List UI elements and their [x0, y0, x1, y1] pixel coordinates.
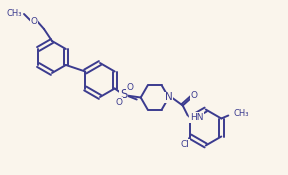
Text: O: O — [126, 83, 133, 92]
Text: CH₃: CH₃ — [233, 109, 249, 118]
Text: CH₃: CH₃ — [7, 9, 22, 18]
Text: O: O — [31, 16, 37, 26]
Text: S: S — [120, 88, 127, 101]
Text: HN: HN — [190, 113, 203, 122]
Text: N: N — [165, 93, 173, 103]
Text: O: O — [190, 91, 197, 100]
Text: O: O — [115, 98, 122, 107]
Text: Cl: Cl — [181, 140, 190, 149]
